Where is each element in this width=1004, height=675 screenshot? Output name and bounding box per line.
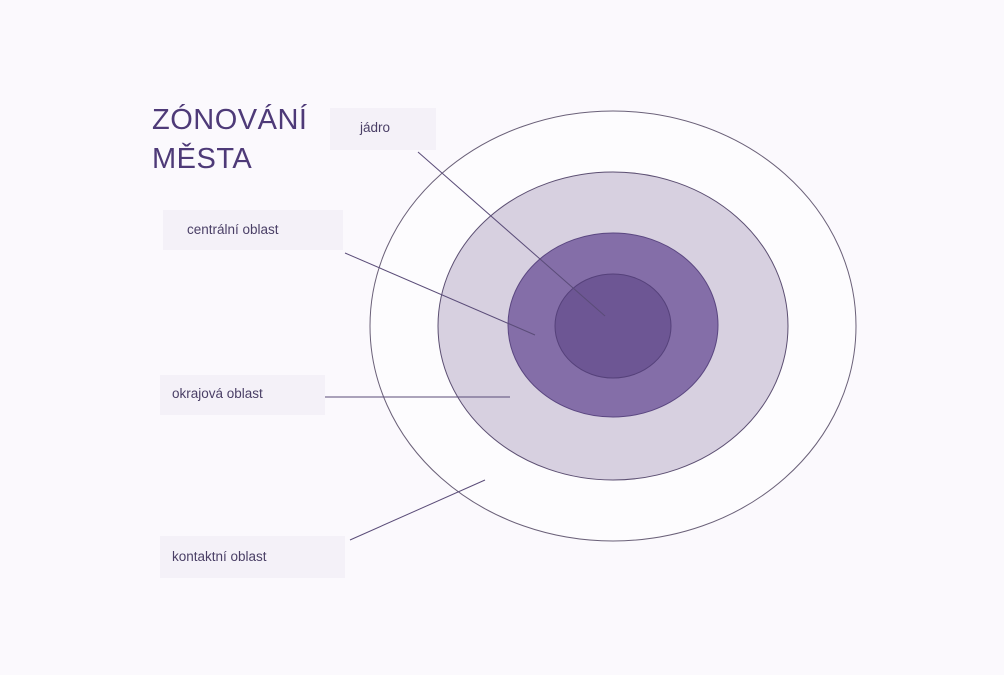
label-box xyxy=(160,536,345,578)
title-line: MĚSTA xyxy=(152,142,252,175)
leader-line xyxy=(349,479,486,541)
core-zone xyxy=(554,273,672,379)
title-line: ZÓNOVÁNÍ xyxy=(152,103,308,136)
label-box xyxy=(330,108,436,150)
zone-label: jádro xyxy=(359,120,390,135)
zone-label: okrajová oblast xyxy=(172,386,263,401)
label-box xyxy=(160,375,325,415)
leader-line xyxy=(417,151,606,317)
leader-line xyxy=(344,252,536,336)
zone-label: kontaktní oblast xyxy=(172,549,267,564)
zone-label: centrální oblast xyxy=(187,222,279,237)
label-box xyxy=(163,210,343,250)
